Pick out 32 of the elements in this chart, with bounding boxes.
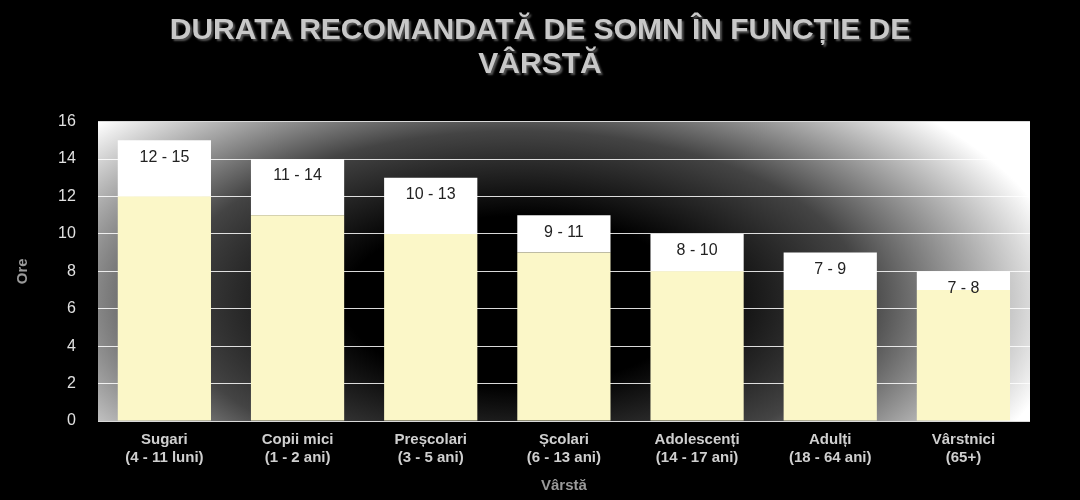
bar	[384, 233, 478, 421]
x-tick-label: Sugari (4 - 11 luni)	[125, 430, 204, 466]
x-tick-label: Vârstnici (65+)	[931, 430, 996, 466]
x-tick-label: Școlari (6 - 13 ani)	[526, 430, 601, 466]
x-axis-title: Vârstă	[540, 476, 588, 494]
y-tick-label: 2	[66, 373, 76, 391]
bar	[117, 196, 211, 421]
x-tick-label: Adulți (18 - 64 ani)	[788, 430, 872, 466]
y-axis-title: Ore	[13, 258, 31, 285]
annotation: 12 - 15	[139, 147, 190, 165]
y-tick-label: 10	[58, 224, 76, 242]
annotation: 11 - 14	[273, 166, 322, 184]
bar	[650, 271, 744, 421]
chart-title: DURATA RECOMANDATĂ DE SOMN ÎN FUNCȚIE DE VÂRSTĂ	[168, 12, 912, 80]
annotation: 10 - 13	[405, 185, 456, 203]
annotation: 8 - 10	[676, 241, 718, 259]
annotation: 7 - 8	[947, 278, 980, 296]
y-tick-label: 4	[66, 336, 76, 354]
y-tick-label: 14	[58, 149, 76, 167]
y-tick-label: 0	[66, 411, 76, 429]
y-tick-label: 6	[66, 299, 76, 317]
x-tick-label: Copii mici (1 - 2 ani)	[261, 430, 334, 466]
annotation: 7 - 9	[814, 259, 847, 277]
annotation: 9 - 11	[544, 222, 584, 240]
y-tick-label: 8	[66, 261, 76, 279]
y-tick-label: 12	[58, 186, 76, 204]
bar	[783, 290, 877, 421]
x-tick-label: Preșcolari (3 - 5 ani)	[394, 430, 467, 466]
bar	[517, 252, 611, 421]
bar	[250, 215, 345, 421]
x-tick-label: Adolescenți (14 - 17 ani)	[654, 430, 740, 466]
y-tick-label: 16	[58, 112, 76, 130]
